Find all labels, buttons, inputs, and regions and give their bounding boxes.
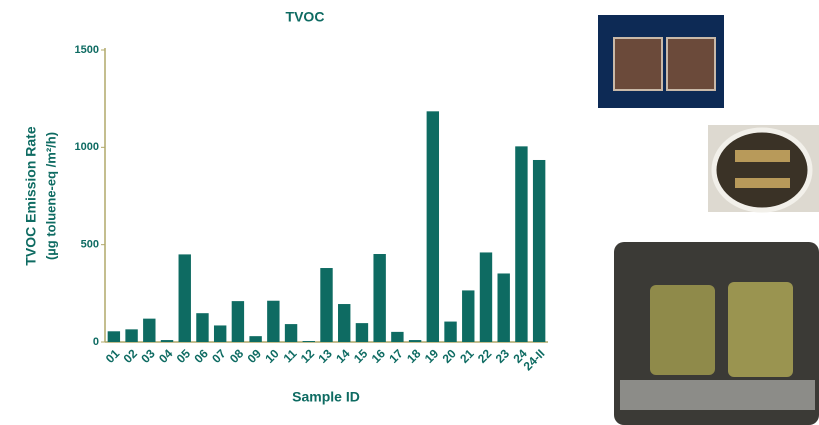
photo-detail	[711, 127, 813, 213]
bar	[462, 290, 475, 342]
photo-detail	[735, 150, 790, 162]
photo-detail	[666, 37, 716, 91]
y-axis-label: (µg toluene-eq /m²/h)	[43, 132, 58, 260]
chart-title: TVOC	[286, 9, 325, 25]
photo-detail	[735, 178, 790, 188]
photo-detail	[728, 282, 793, 377]
bar	[213, 325, 227, 342]
bar	[408, 340, 422, 342]
photo-detail	[613, 37, 663, 91]
bar	[107, 331, 121, 342]
bar	[320, 268, 333, 342]
photos	[598, 15, 819, 425]
bar	[178, 254, 191, 342]
x-tick-label: 10	[262, 346, 282, 366]
x-tick-label: 24-II	[521, 346, 548, 373]
photo-detail	[650, 285, 715, 375]
bar	[231, 301, 245, 342]
bar	[355, 323, 369, 342]
y-tick-label: 1500	[75, 44, 99, 56]
bar	[373, 254, 386, 342]
x-axis-label: Sample ID	[292, 389, 360, 405]
bar	[160, 340, 174, 342]
y-axis-label: TVOC Emission Rate	[23, 126, 39, 265]
bar	[515, 146, 528, 342]
bar	[143, 318, 156, 342]
bar	[284, 324, 298, 342]
y-tick-label: 1000	[75, 141, 99, 153]
bar	[196, 313, 209, 342]
bar	[267, 300, 280, 342]
y-tick-label: 0	[93, 336, 99, 348]
bar	[302, 341, 315, 342]
bar	[391, 331, 404, 342]
bar	[444, 321, 457, 342]
bar	[249, 336, 262, 342]
y-tick-label: 500	[81, 239, 99, 251]
bar	[479, 252, 493, 342]
bar	[532, 159, 546, 342]
bar	[338, 304, 351, 342]
bar	[497, 273, 510, 342]
photo-detail	[620, 380, 815, 410]
bar	[125, 329, 138, 342]
bar	[426, 111, 440, 342]
